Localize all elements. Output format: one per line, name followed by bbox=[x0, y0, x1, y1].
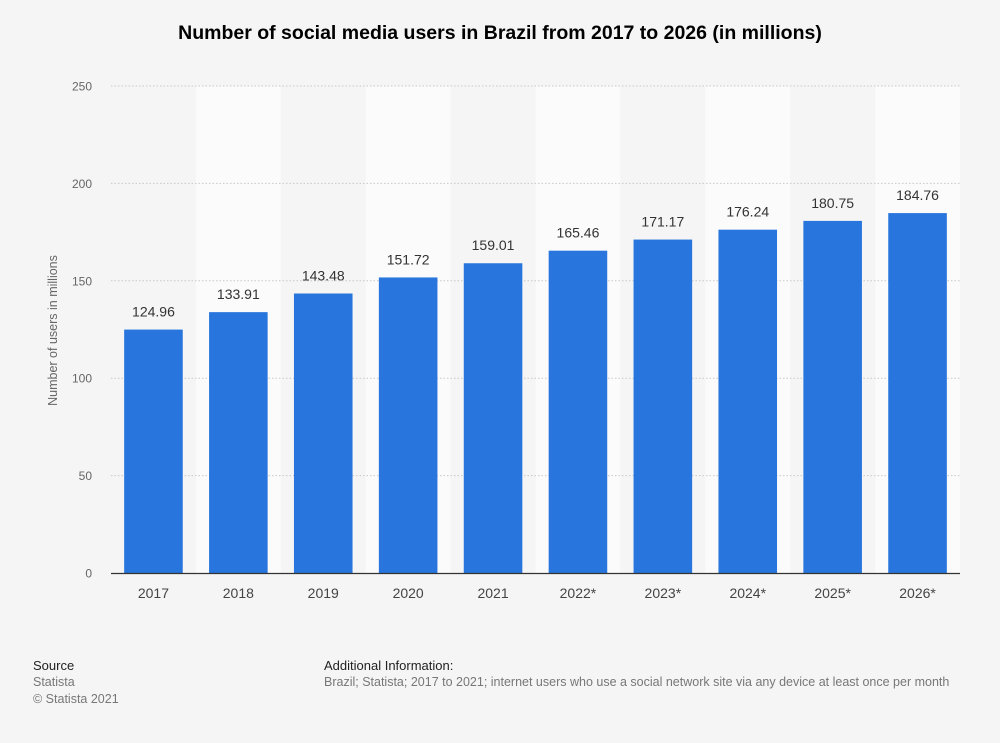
y-tick-label: 100 bbox=[72, 372, 92, 386]
x-tick-label: 2019 bbox=[308, 585, 339, 601]
chart-title: Number of social media users in Brazil f… bbox=[178, 22, 822, 44]
x-tick-label: 2023* bbox=[645, 585, 682, 601]
bar bbox=[209, 312, 268, 573]
bar-value-label: 124.96 bbox=[132, 304, 175, 320]
bar bbox=[718, 229, 778, 573]
x-tick-label: 2022* bbox=[560, 585, 597, 601]
bar-value-label: 133.91 bbox=[217, 286, 260, 302]
bar-value-label: 171.17 bbox=[641, 214, 684, 230]
bar bbox=[378, 277, 438, 573]
source-heading: Source bbox=[33, 658, 75, 673]
x-tick-label: 2026* bbox=[899, 585, 936, 601]
bar-chart: 0 50 100 150 200 250 Number of users in millio… bbox=[46, 80, 960, 601]
additional-info-block: Additional Information: Brazil; Statista… bbox=[324, 657, 949, 691]
x-tick-label: 2020 bbox=[393, 585, 424, 601]
bar bbox=[463, 263, 523, 573]
bar-value-label: 151.72 bbox=[387, 251, 430, 267]
bar-value-label: 180.75 bbox=[811, 195, 854, 211]
x-tick-label: 2024* bbox=[729, 585, 766, 601]
y-tick-label: 200 bbox=[72, 177, 92, 191]
bar bbox=[124, 329, 183, 573]
bar-value-label: 176.24 bbox=[726, 204, 769, 220]
bar-value-label: 184.76 bbox=[896, 187, 939, 203]
bar-value-label: 165.46 bbox=[557, 225, 600, 241]
additional-info-heading: Additional Information: bbox=[324, 658, 454, 673]
bar-value-label: 143.48 bbox=[302, 268, 345, 284]
bar bbox=[888, 213, 947, 573]
bar bbox=[293, 293, 353, 573]
y-axis-label: Number of users in millions bbox=[46, 255, 60, 406]
y-tick-label: 0 bbox=[85, 567, 92, 581]
x-tick-label: 2017 bbox=[138, 585, 169, 601]
bar bbox=[803, 220, 862, 574]
x-tick-label: 2018 bbox=[223, 585, 254, 601]
additional-info-text: Brazil; Statista; 2017 to 2021; internet… bbox=[324, 675, 950, 689]
copyright: © Statista 2021 bbox=[33, 692, 119, 706]
y-tick-label: 50 bbox=[79, 469, 93, 483]
bar bbox=[548, 250, 608, 574]
bar-value-label: 159.01 bbox=[472, 237, 515, 253]
y-tick-label: 150 bbox=[72, 274, 92, 288]
source-block: Source Statista © Statista 2021 bbox=[33, 657, 119, 708]
x-tick-label: 2025* bbox=[814, 585, 851, 601]
y-tick-label: 250 bbox=[72, 80, 92, 94]
bar bbox=[633, 239, 693, 573]
source-name: Statista bbox=[33, 675, 75, 689]
x-tick-label: 2021 bbox=[477, 585, 508, 601]
